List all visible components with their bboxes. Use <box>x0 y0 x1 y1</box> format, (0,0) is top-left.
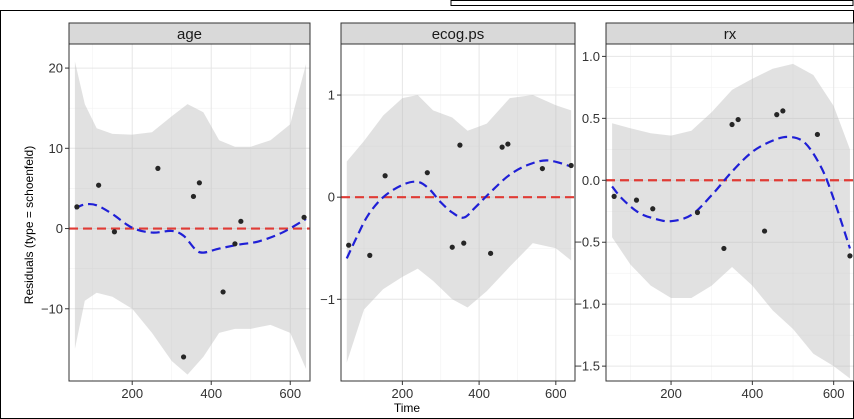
residual-point <box>488 250 494 256</box>
y-tick-label: −1 <box>320 292 335 307</box>
smooth-fit-line <box>345 159 572 259</box>
top-overlay-box <box>450 0 854 6</box>
residual-point <box>729 121 735 128</box>
residual-point <box>735 116 741 123</box>
facet-strip-label: ecog.ps <box>432 26 485 43</box>
confidence-band <box>612 63 850 379</box>
confidence-band <box>346 95 572 363</box>
panel-border <box>340 43 576 382</box>
residual-point <box>190 193 197 200</box>
residual-point <box>650 206 656 212</box>
x-tick-label: 400 <box>742 386 764 401</box>
residual-point <box>694 209 701 216</box>
residual-point <box>232 241 238 247</box>
y-tick-label: 0.0 <box>582 173 600 188</box>
residual-point <box>814 131 821 138</box>
residual-point <box>382 173 388 179</box>
y-tick-label: 20 <box>49 61 63 76</box>
y-tick-label: 0 <box>56 221 63 236</box>
panel-ecog-ps: ecog.ps −1 0 1 200 400 600 <box>320 22 576 401</box>
x-tick-label: 200 <box>660 386 682 401</box>
panel-grid <box>341 44 575 381</box>
residual-point <box>238 218 244 224</box>
y-tick-label: 1.0 <box>582 49 600 64</box>
y-tick-label: 1 <box>328 88 335 103</box>
residual-point <box>461 240 467 246</box>
residual-point <box>111 229 118 235</box>
panel-plot-area <box>606 63 854 379</box>
panel-border <box>68 43 311 382</box>
panel-rx: rx −1.5 −1.0 −0.5 0.0 0.5 1.0 200 400 600 <box>574 22 854 401</box>
x-tick-label: 200 <box>392 386 414 401</box>
x-tick-label: 200 <box>121 386 143 401</box>
x-tick-label: 400 <box>200 386 222 401</box>
y-tick-label: −1.5 <box>574 359 600 374</box>
residual-point <box>721 245 727 252</box>
y-tick-label: −1.0 <box>574 297 600 312</box>
residual-point <box>449 244 455 250</box>
facet-strip-label: age <box>177 26 202 43</box>
panel-background <box>340 43 576 382</box>
x-tick-label: 600 <box>279 386 301 401</box>
residual-point <box>301 214 307 220</box>
panel-plot-area <box>341 95 575 363</box>
smooth-fit-line <box>74 202 307 254</box>
x-tick-label: 400 <box>468 386 490 401</box>
residual-point <box>780 108 786 114</box>
residual-point <box>761 228 768 234</box>
panel-background <box>605 43 854 382</box>
panel-grid <box>606 44 854 381</box>
panel-border <box>605 43 854 382</box>
residual-point <box>346 242 352 248</box>
y-tick-label: −0.5 <box>574 235 600 250</box>
smooth-fit-line <box>611 135 851 249</box>
facet-strip-label: rx <box>724 26 737 43</box>
residual-point <box>155 165 161 171</box>
x-axis-title: Time <box>394 401 421 415</box>
residual-point <box>499 144 505 150</box>
residual-point <box>774 112 780 118</box>
residual-point <box>505 141 511 147</box>
residual-point <box>611 193 617 199</box>
residual-point <box>196 180 202 186</box>
residual-point <box>220 289 226 295</box>
residual-point <box>633 197 640 203</box>
residual-point <box>568 162 574 169</box>
residual-point <box>457 142 463 148</box>
residual-point <box>96 182 102 188</box>
residual-point <box>367 252 373 258</box>
panel-age: age −10 0 10 20 200 400 600 <box>41 22 311 401</box>
residual-point <box>180 354 187 360</box>
y-axis-title: Residuals (type = schoenfeld) <box>22 146 36 304</box>
residual-point <box>424 170 430 176</box>
residual-point <box>847 253 853 259</box>
x-tick-label: 600 <box>545 386 567 401</box>
y-tick-label: 0 <box>328 190 335 205</box>
y-tick-label: −10 <box>41 301 63 316</box>
confidence-band <box>74 61 307 375</box>
panel-plot-area <box>69 61 310 375</box>
y-tick-label: 10 <box>49 141 63 156</box>
residual-point <box>539 165 545 172</box>
residual-point <box>74 204 80 210</box>
x-tick-label: 600 <box>823 386 845 401</box>
y-tick-label: 0.5 <box>582 111 600 126</box>
